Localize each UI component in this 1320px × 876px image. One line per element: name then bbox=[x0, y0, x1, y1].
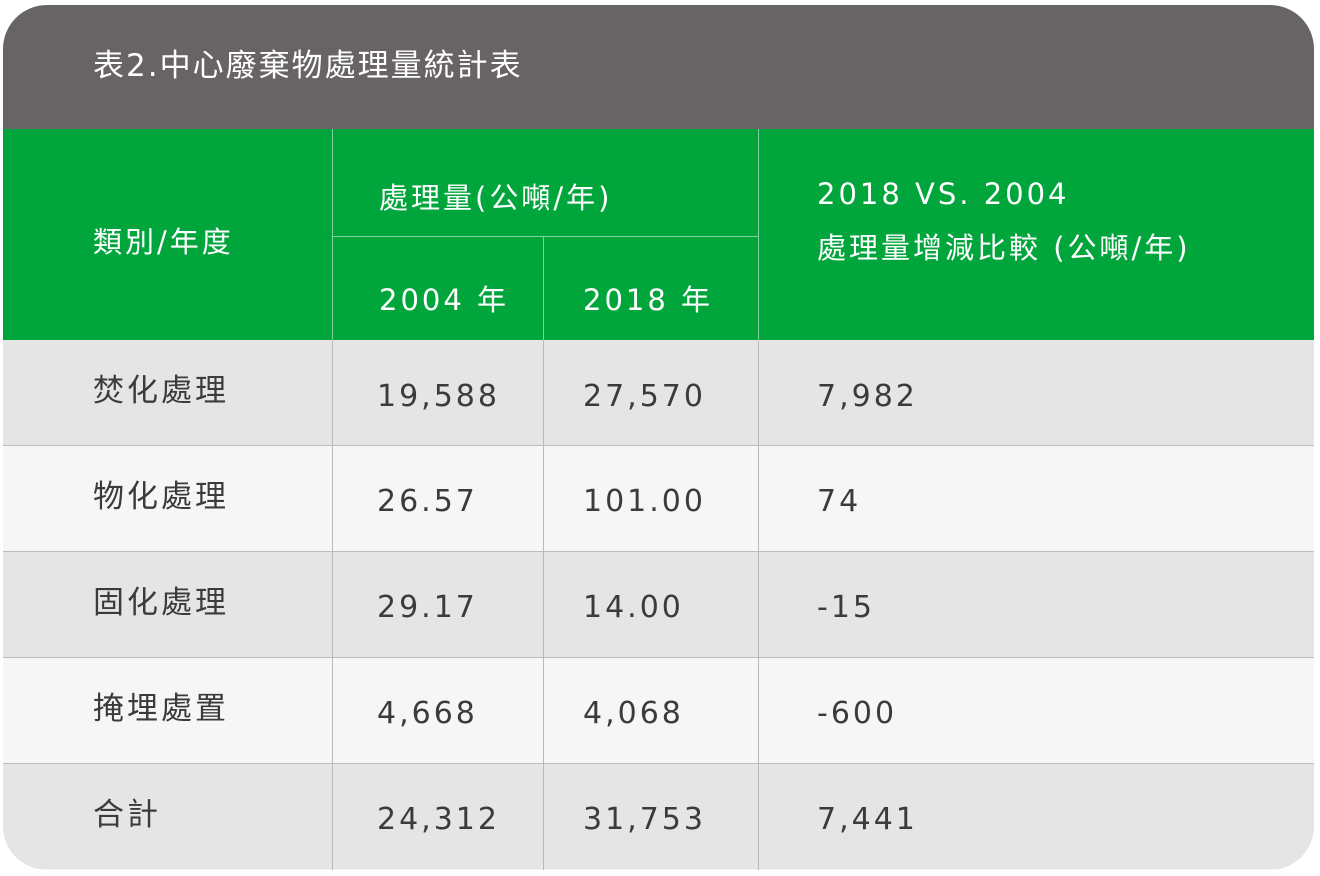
header-divider bbox=[332, 129, 333, 340]
column-divider bbox=[332, 340, 333, 870]
table-row: 合計 24,312 31,753 7,441 bbox=[3, 764, 1314, 869]
table-header: 類別/年度 處理量(公噸/年) 2004 年 2018 年 2018 VS. 2… bbox=[3, 129, 1314, 340]
table-row: 焚化處理 19,588 27,570 7,982 bbox=[3, 340, 1314, 445]
title-bar: 表2.中心廢棄物處理量統計表 bbox=[3, 5, 1314, 129]
header-amount-group: 處理量(公噸/年) bbox=[379, 181, 613, 215]
row-divider bbox=[3, 445, 1314, 446]
row-value-2018: 27,570 bbox=[583, 379, 706, 414]
row-divider bbox=[3, 551, 1314, 552]
header-category: 類別/年度 bbox=[93, 225, 234, 259]
row-category: 固化處理 bbox=[93, 585, 229, 621]
header-year-2018: 2018 年 bbox=[583, 283, 714, 317]
row-value-diff: 7,982 bbox=[817, 379, 918, 414]
row-value-2004: 24,312 bbox=[377, 802, 500, 837]
row-value-diff: 7,441 bbox=[817, 802, 918, 837]
table-row: 固化處理 29.17 14.00 -15 bbox=[3, 552, 1314, 657]
row-value-2018: 14.00 bbox=[583, 590, 684, 625]
row-value-diff: -15 bbox=[817, 590, 875, 625]
row-value-2018: 4,068 bbox=[583, 696, 684, 731]
row-value-2004: 19,588 bbox=[377, 379, 500, 414]
row-category: 焚化處理 bbox=[93, 373, 229, 409]
row-value-2004: 4,668 bbox=[377, 696, 478, 731]
column-divider bbox=[758, 340, 759, 870]
table-row: 掩埋處置 4,668 4,068 -600 bbox=[3, 658, 1314, 763]
row-value-2004: 29.17 bbox=[377, 590, 478, 625]
row-category: 合計 bbox=[93, 797, 161, 833]
header-compare-line1: 2018 VS. 2004 bbox=[817, 177, 1070, 211]
header-subdivider bbox=[332, 236, 758, 237]
header-divider bbox=[758, 129, 759, 340]
table-row: 物化處理 26.57 101.00 74 bbox=[3, 446, 1314, 551]
header-compare-line2: 處理量增減比較 (公噸/年) bbox=[817, 231, 1191, 265]
column-divider bbox=[543, 340, 544, 870]
row-value-2018: 31,753 bbox=[583, 802, 706, 837]
row-category: 物化處理 bbox=[93, 479, 229, 515]
table-title: 表2.中心廢棄物處理量統計表 bbox=[93, 48, 523, 84]
row-divider bbox=[3, 657, 1314, 658]
row-value-2018: 101.00 bbox=[583, 484, 706, 519]
row-value-diff: -600 bbox=[817, 696, 898, 731]
header-year-2004: 2004 年 bbox=[379, 283, 510, 317]
row-value-diff: 74 bbox=[817, 484, 862, 519]
row-category: 掩埋處置 bbox=[93, 691, 229, 727]
header-divider bbox=[543, 236, 544, 340]
statistics-table-card: 表2.中心廢棄物處理量統計表 類別/年度 處理量(公噸/年) 2004 年 20… bbox=[3, 5, 1314, 870]
row-value-2004: 26.57 bbox=[377, 484, 478, 519]
row-divider bbox=[3, 763, 1314, 764]
